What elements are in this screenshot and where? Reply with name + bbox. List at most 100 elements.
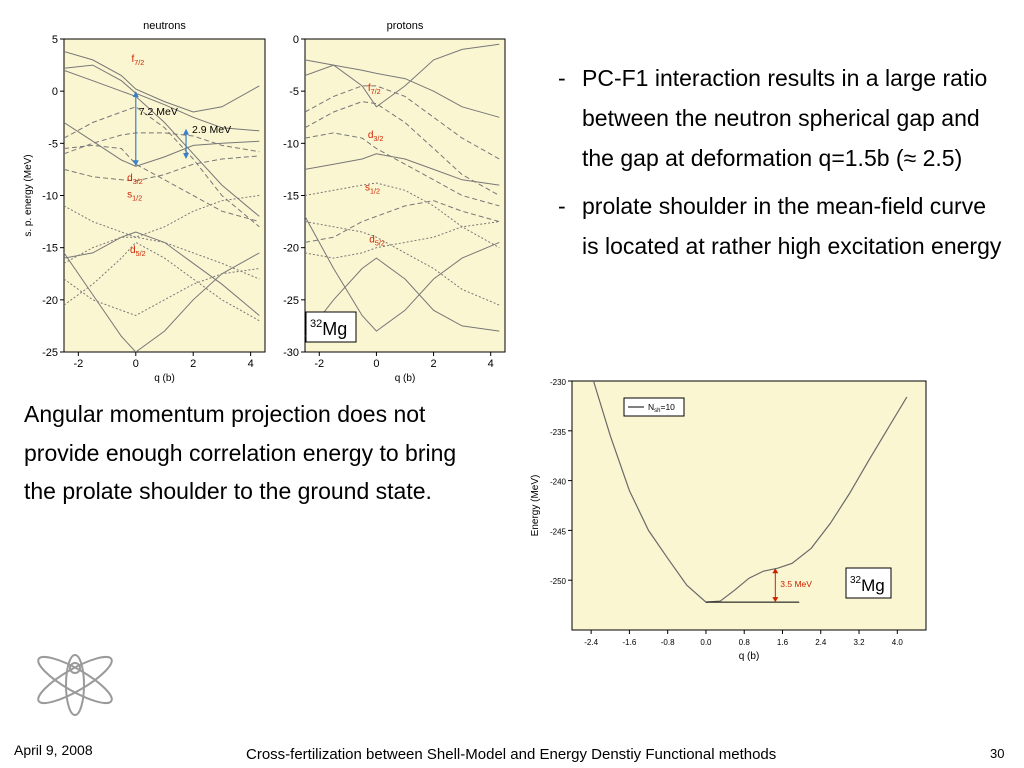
y-tick-label: -5 — [289, 86, 299, 98]
element-symbol: Mg — [861, 576, 885, 595]
series-line-solid — [305, 43, 500, 108]
arrow-head — [183, 152, 190, 159]
y-tick-label: 0 — [52, 86, 58, 98]
chart-title: protons — [387, 20, 424, 32]
footer-title: Cross-fertilization between Shell-Model … — [246, 746, 777, 763]
x-axis-label: q (b) — [395, 373, 416, 384]
protons-chart: -2 0 2 40-5-10-15-20-25-30q (b)protonsf7/2d… — [283, 20, 506, 384]
y-tick-label: -15 — [283, 191, 299, 203]
y-tick-label: -250 — [550, 577, 567, 586]
bullet-list: - PC-F1 interaction results in a large r… — [558, 58, 1008, 274]
series-line-dashed — [64, 155, 260, 182]
bullet-dash: - — [558, 65, 566, 91]
y-tick-label: -25 — [42, 347, 58, 359]
label-main: d — [130, 245, 136, 256]
series-line-dashed — [305, 200, 500, 243]
nucleus-box — [845, 567, 892, 599]
orbital-label: d5/2 — [369, 234, 385, 247]
series-line-dotted — [64, 241, 260, 322]
bullet-dash: - — [558, 193, 566, 219]
series-line-solid — [64, 122, 260, 167]
x-tick-label: -2 — [73, 358, 83, 370]
label-main: f — [368, 83, 371, 94]
arrow-head — [772, 568, 779, 574]
series-line-dotted — [64, 268, 260, 317]
series-line-dashed — [64, 106, 260, 228]
series-line-dashed — [305, 132, 500, 207]
label-sub: 5/2 — [375, 238, 385, 247]
y-tick-label: -240 — [550, 478, 567, 487]
series-line-dotted — [305, 221, 500, 306]
label-sub: 5/2 — [136, 249, 146, 258]
label-sub: 1/2 — [132, 194, 142, 203]
y-tick-label: -20 — [42, 295, 58, 307]
mass-number: 32 — [310, 318, 322, 330]
series-line-dashed — [64, 132, 260, 155]
series-line-solid — [64, 231, 260, 316]
arrow-head — [132, 91, 139, 98]
y-tick-label: -20 — [283, 243, 299, 255]
series-line-dotted — [305, 182, 500, 249]
y-tick-label: -10 — [42, 191, 58, 203]
label-sub: 3/2 — [373, 134, 383, 143]
x-tick-label: 1.6 — [777, 638, 789, 647]
x-tick-label: 0 — [373, 358, 379, 370]
orbital-label: d3/2 — [368, 130, 384, 143]
series-line-dashed — [64, 144, 260, 223]
y-tick-label: -30 — [283, 347, 299, 359]
x-tick-label: 0 — [133, 358, 139, 370]
orbital-label: f7/2 — [131, 54, 144, 67]
x-tick-label: -1.6 — [623, 638, 637, 647]
x-tick-label: 0.8 — [739, 638, 751, 647]
series-line-dotted — [64, 195, 260, 238]
orbital-label: s1/2 — [127, 190, 142, 203]
series-line-solid — [305, 64, 500, 118]
plot-area — [63, 38, 266, 353]
series-line-dotted — [64, 236, 260, 280]
legend-sub: sh — [654, 408, 660, 414]
gap-label: 7.2 MeV — [139, 106, 178, 118]
atom-logo-icon — [37, 654, 113, 716]
y-tick-label: -15 — [42, 243, 58, 255]
legend-label: Nsh=10 — [648, 402, 675, 414]
series-line-dotted — [305, 221, 500, 259]
legend-suffix: =10 — [660, 402, 675, 412]
label-main: d — [127, 173, 133, 184]
y-tick-label: 5 — [52, 34, 58, 46]
label-sub: 3/2 — [133, 177, 143, 186]
label-sub: 7/2 — [371, 87, 381, 96]
label-sub: 7/2 — [134, 58, 144, 67]
x-tick-label: 2.4 — [815, 638, 827, 647]
x-axis-label: q (b) — [154, 373, 175, 384]
y-axis-label: s. p. energy (MeV) — [23, 154, 34, 236]
element-symbol: Mg — [322, 319, 347, 339]
x-tick-label: 2 — [190, 358, 196, 370]
bullet-item: - PC-F1 interaction results in a large r… — [558, 58, 1008, 178]
body-paragraph: Angular momentum projection does not pro… — [24, 401, 457, 504]
series-line-solid — [305, 216, 500, 332]
label-main: d — [368, 130, 374, 141]
orbital-label: d3/2 — [127, 173, 143, 186]
orbital-label: f7/2 — [368, 83, 381, 96]
label-main: s — [127, 190, 132, 201]
y-axis-label: Energy (MeV) — [530, 475, 541, 537]
shoulder-gap-label: 3.5 MeV — [780, 579, 812, 589]
plot-area — [304, 38, 506, 353]
orbital-label: s1/2 — [365, 182, 380, 195]
y-tick-label: -245 — [550, 527, 567, 536]
nucleus-box — [305, 311, 357, 343]
series-group — [64, 51, 260, 352]
energy-curve-chart: -2.4 -1.6 -0.8 0.0 0.8 1.6 2.4 3.2 4.0 -230 -235 -2… — [530, 378, 927, 662]
nucleus-label: 32Mg — [310, 318, 347, 339]
figures-svg: -2 0 2 450-5-10-15-20-25q (b)s. p. energy (… — [23, 20, 927, 716]
x-tick-label: 4 — [488, 358, 494, 370]
x-tick-label: 2 — [431, 358, 437, 370]
x-tick-label: -2 — [314, 358, 324, 370]
series-line-dashed — [305, 85, 500, 160]
chart-title: neutrons — [143, 20, 186, 32]
neutrons-chart: -2 0 2 450-5-10-15-20-25q (b)s. p. energy (… — [23, 20, 266, 384]
label-main: f — [131, 54, 134, 65]
arrow-head — [132, 160, 139, 167]
gap-label: 2.9 MeV — [192, 124, 231, 136]
series-line-solid — [64, 51, 260, 113]
